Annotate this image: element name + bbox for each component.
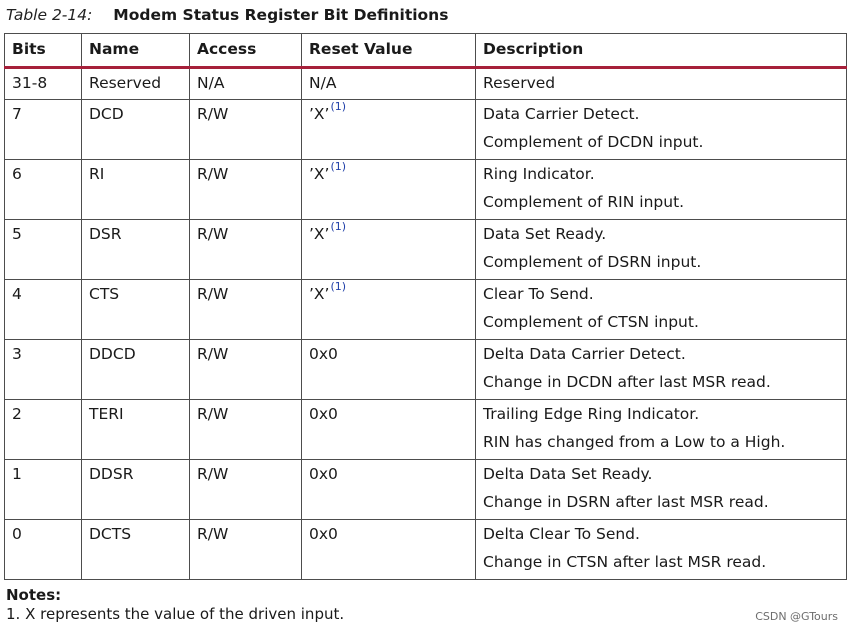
name-cell: DCTS	[81, 519, 190, 580]
bits-cell: 5	[4, 219, 82, 280]
description-cell: Data Carrier Detect. Complement of DCDN i…	[475, 99, 847, 160]
description-line: Complement of RIN input.	[483, 193, 685, 211]
table-row: 6 RI R/W ’X’(1) Ring Indicator. Complemen…	[4, 159, 847, 220]
description-cell: Delta Data Carrier Detect. Change in DCDN…	[475, 339, 847, 400]
description-line: Trailing Edge Ring Indicator.	[483, 405, 700, 423]
name-cell: DSR	[81, 219, 190, 280]
description-cell: Trailing Edge Ring Indicator. RIN has cha…	[475, 399, 847, 460]
table-caption: Table 2-14: Modem Status Register Bit De…	[6, 4, 448, 26]
bits-cell: 1	[4, 459, 82, 520]
reset-value-text: ’X’	[309, 105, 330, 123]
name-cell: DDCD	[81, 339, 190, 400]
name-cell: TERI	[81, 399, 190, 460]
description-line: Clear To Send.	[483, 285, 594, 303]
reset-value-cell: 0x0	[301, 339, 476, 400]
table-row: 3 DDCD R/W 0x0 Delta Data Carrier Detect…	[4, 339, 847, 400]
description-line: Data Carrier Detect.	[483, 105, 640, 123]
table-row: 0 DCTS R/W 0x0 Delta Clear To Send. Chang…	[4, 519, 847, 580]
reset-value-cell: ’X’(1)	[301, 219, 476, 280]
reset-value-cell: ’X’(1)	[301, 99, 476, 160]
reset-value-cell: N/A	[301, 67, 476, 100]
access-cell: R/W	[189, 219, 302, 280]
description-line: Delta Data Carrier Detect.	[483, 345, 686, 363]
reset-value-text: ’X’	[309, 285, 330, 303]
reset-value-text: ’X’	[309, 165, 330, 183]
table-row: 4 CTS R/W ’X’(1) Clear To Send. Complemen…	[4, 279, 847, 340]
register-table: Bits Name Access Reset Value Description…	[4, 33, 847, 580]
description-line: Delta Data Set Ready.	[483, 465, 653, 483]
description-cell: Delta Data Set Ready. Change in DSRN afte…	[475, 459, 847, 520]
footnote-ref-link[interactable]: (1)	[330, 280, 347, 293]
description-line: Data Set Ready.	[483, 225, 607, 243]
description-cell: Delta Clear To Send. Change in CTSN after…	[475, 519, 847, 580]
notes-heading: Notes:	[6, 586, 62, 604]
table-row: 7 DCD R/W ’X’(1) Data Carrier Detect. Com…	[4, 99, 847, 160]
reset-value-cell: 0x0	[301, 459, 476, 520]
column-header-reset-value: Reset Value	[301, 33, 476, 69]
bits-cell: 3	[4, 339, 82, 400]
description-line: RIN has changed from a Low to a High.	[483, 433, 786, 451]
description-cell: Data Set Ready. Complement of DSRN input.	[475, 219, 847, 280]
description-line: Complement of DSRN input.	[483, 253, 702, 271]
description-cell: Reserved	[475, 67, 847, 100]
access-cell: R/W	[189, 339, 302, 400]
access-cell: R/W	[189, 459, 302, 520]
reset-value-cell: ’X’(1)	[301, 159, 476, 220]
table-notes: Notes: 1. X represents the value of the …	[6, 586, 344, 624]
footnote-ref-link[interactable]: (1)	[330, 220, 347, 233]
footnote-ref-link[interactable]: (1)	[330, 160, 347, 173]
table-row: 1 DDSR R/W 0x0 Delta Data Set Ready. Chan…	[4, 459, 847, 520]
bits-cell: 4	[4, 279, 82, 340]
name-cell: CTS	[81, 279, 190, 340]
column-header-access: Access	[189, 33, 302, 69]
reset-value-cell: 0x0	[301, 399, 476, 460]
footnote-ref-link[interactable]: (1)	[330, 100, 347, 113]
bits-cell: 0	[4, 519, 82, 580]
reset-value-cell: 0x0	[301, 519, 476, 580]
name-cell: Reserved	[81, 67, 190, 100]
table-row: 5 DSR R/W ’X’(1) Data Set Ready. Compleme…	[4, 219, 847, 280]
access-cell: R/W	[189, 519, 302, 580]
name-cell: DDSR	[81, 459, 190, 520]
reset-value-text: ’X’	[309, 225, 330, 243]
table-title: Modem Status Register Bit Definitions	[113, 6, 449, 24]
bits-cell: 2	[4, 399, 82, 460]
reset-value-cell: ’X’(1)	[301, 279, 476, 340]
access-cell: R/W	[189, 399, 302, 460]
name-cell: DCD	[81, 99, 190, 160]
column-header-name: Name	[81, 33, 190, 69]
description-cell: Ring Indicator. Complement of RIN input.	[475, 159, 847, 220]
description-line: Change in DSRN after last MSR read.	[483, 493, 769, 511]
table-row: 2 TERI R/W 0x0 Trailing Edge Ring Indica…	[4, 399, 847, 460]
source-watermark: CSDN @GTours	[755, 610, 838, 623]
header-row: Bits Name Access Reset Value Description	[4, 33, 847, 69]
bits-cell: 7	[4, 99, 82, 160]
note-item: 1. X represents the value of the driven …	[6, 605, 345, 623]
access-cell: R/W	[189, 159, 302, 220]
description-line: Ring Indicator.	[483, 165, 595, 183]
table-row: 31-8 Reserved N/A N/A Reserved	[4, 67, 847, 100]
name-cell: RI	[81, 159, 190, 220]
description-line: Change in DCDN after last MSR read.	[483, 373, 771, 391]
access-cell: R/W	[189, 99, 302, 160]
column-header-description: Description	[475, 33, 847, 69]
description-line: Change in CTSN after last MSR read.	[483, 553, 767, 571]
description-line: Complement of DCDN input.	[483, 133, 704, 151]
access-cell: R/W	[189, 279, 302, 340]
description-line: Delta Clear To Send.	[483, 525, 640, 543]
table-number: Table 2-14:	[6, 6, 93, 24]
access-cell: N/A	[189, 67, 302, 100]
description-cell: Clear To Send. Complement of CTSN input.	[475, 279, 847, 340]
bits-cell: 6	[4, 159, 82, 220]
bits-cell: 31-8	[4, 67, 82, 100]
column-header-bits: Bits	[4, 33, 82, 69]
description-line: Complement of CTSN input.	[483, 313, 699, 331]
